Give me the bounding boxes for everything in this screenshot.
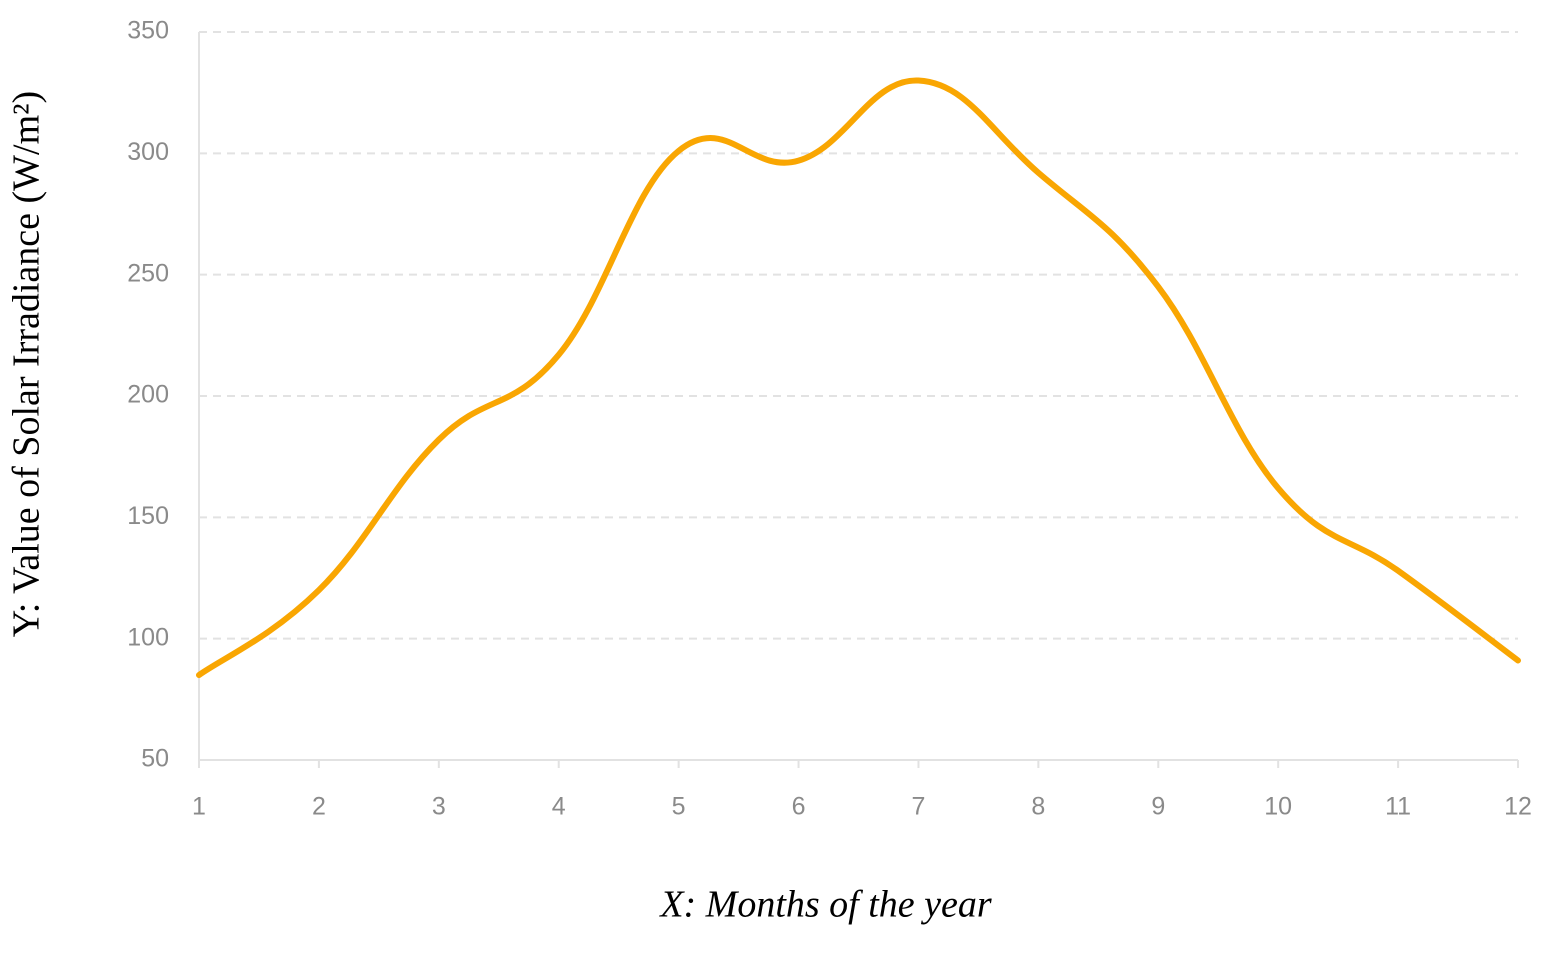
x-tick-label: 3	[432, 793, 446, 821]
y-tick-label: 50	[141, 745, 169, 773]
x-tick-label: 1	[192, 793, 206, 821]
x-tick-label: 10	[1264, 793, 1292, 821]
x-tick-label: 9	[1151, 793, 1165, 821]
x-tick-label: 2	[312, 793, 326, 821]
x-tick-label: 11	[1385, 793, 1411, 821]
y-tick-label: 200	[127, 381, 169, 409]
y-tick-label: 250	[127, 259, 169, 287]
y-tick-label: 300	[127, 138, 169, 166]
x-tick-label: 6	[792, 793, 806, 821]
y-tick-label: 150	[127, 502, 169, 530]
x-tick-label: 4	[552, 793, 566, 821]
y-tick-label: 100	[127, 623, 169, 651]
data-line	[196, 77, 1521, 679]
x-axis-title: X: Months of the year	[658, 884, 992, 926]
x-tick-label: 5	[672, 793, 686, 821]
y-axis-title: Y: Value of Solar Irradiance (W/m²)	[6, 91, 48, 637]
x-tick-label: 12	[1504, 793, 1532, 821]
x-tick-label: 8	[1031, 793, 1045, 821]
y-tick-label: 350	[127, 17, 169, 45]
x-tick-label: 7	[912, 793, 926, 821]
